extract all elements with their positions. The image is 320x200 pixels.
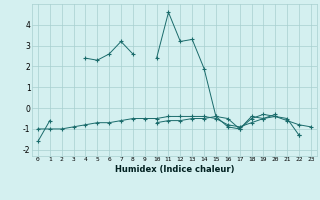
- X-axis label: Humidex (Indice chaleur): Humidex (Indice chaleur): [115, 165, 234, 174]
